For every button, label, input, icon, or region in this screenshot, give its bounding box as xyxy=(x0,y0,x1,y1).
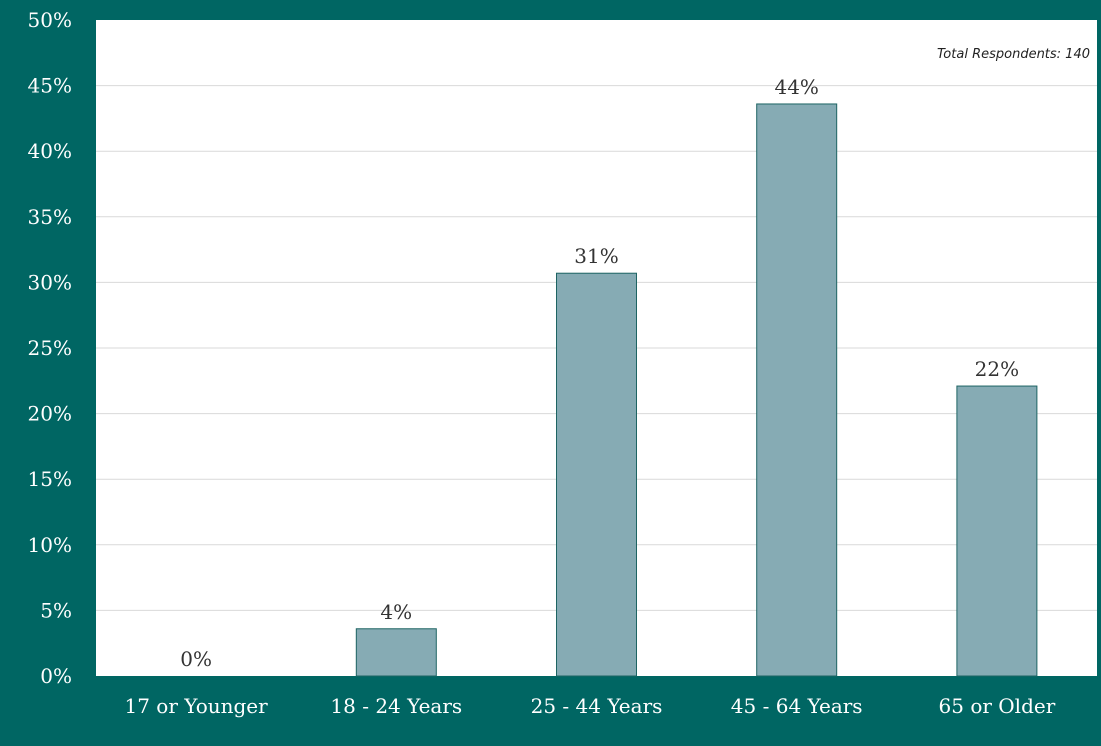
bar-value-label: 44% xyxy=(774,75,818,99)
x-axis-categories: 17 or Younger 18 - 24 Years 25 - 44 Years 4… xyxy=(124,694,1055,718)
y-tick-label: 0% xyxy=(40,664,72,688)
bar xyxy=(956,385,1038,677)
y-tick-label: 40% xyxy=(28,139,72,163)
y-tick-label: 35% xyxy=(28,205,72,229)
bar-value-label: 31% xyxy=(574,244,618,268)
x-category-label: 65 or Older xyxy=(939,694,1056,718)
bar-value-label: 22% xyxy=(975,357,1019,381)
x-category-label: 17 or Younger xyxy=(124,694,268,718)
total-respondents-note: Total Respondents: 140 xyxy=(937,47,1090,62)
y-tick-label: 45% xyxy=(28,74,72,98)
y-tick-label: 5% xyxy=(40,598,72,622)
bar xyxy=(756,103,838,677)
y-tick-label: 15% xyxy=(28,467,72,491)
y-tick-label: 20% xyxy=(28,402,72,426)
y-tick-label: 10% xyxy=(28,533,72,557)
bar xyxy=(556,272,637,677)
y-tick-label: 25% xyxy=(28,336,72,360)
y-tick-label: 50% xyxy=(28,8,72,32)
x-category-label: 18 - 24 Years xyxy=(330,694,462,718)
y-axis-ticks: 0% 5% 10% 15% 20% 25% 30% 35% 40% 45% 50% xyxy=(28,8,72,688)
bars xyxy=(355,103,1038,677)
bar-value-label: 0% xyxy=(180,647,212,671)
y-tick-label: 30% xyxy=(28,270,72,294)
data-labels: 0% 4% 31% 44% 22% xyxy=(180,75,1019,671)
bar-value-label: 4% xyxy=(380,600,412,624)
x-category-label: 25 - 44 Years xyxy=(531,694,663,718)
bar xyxy=(355,628,437,677)
x-category-label: 45 - 64 Years xyxy=(731,694,863,718)
